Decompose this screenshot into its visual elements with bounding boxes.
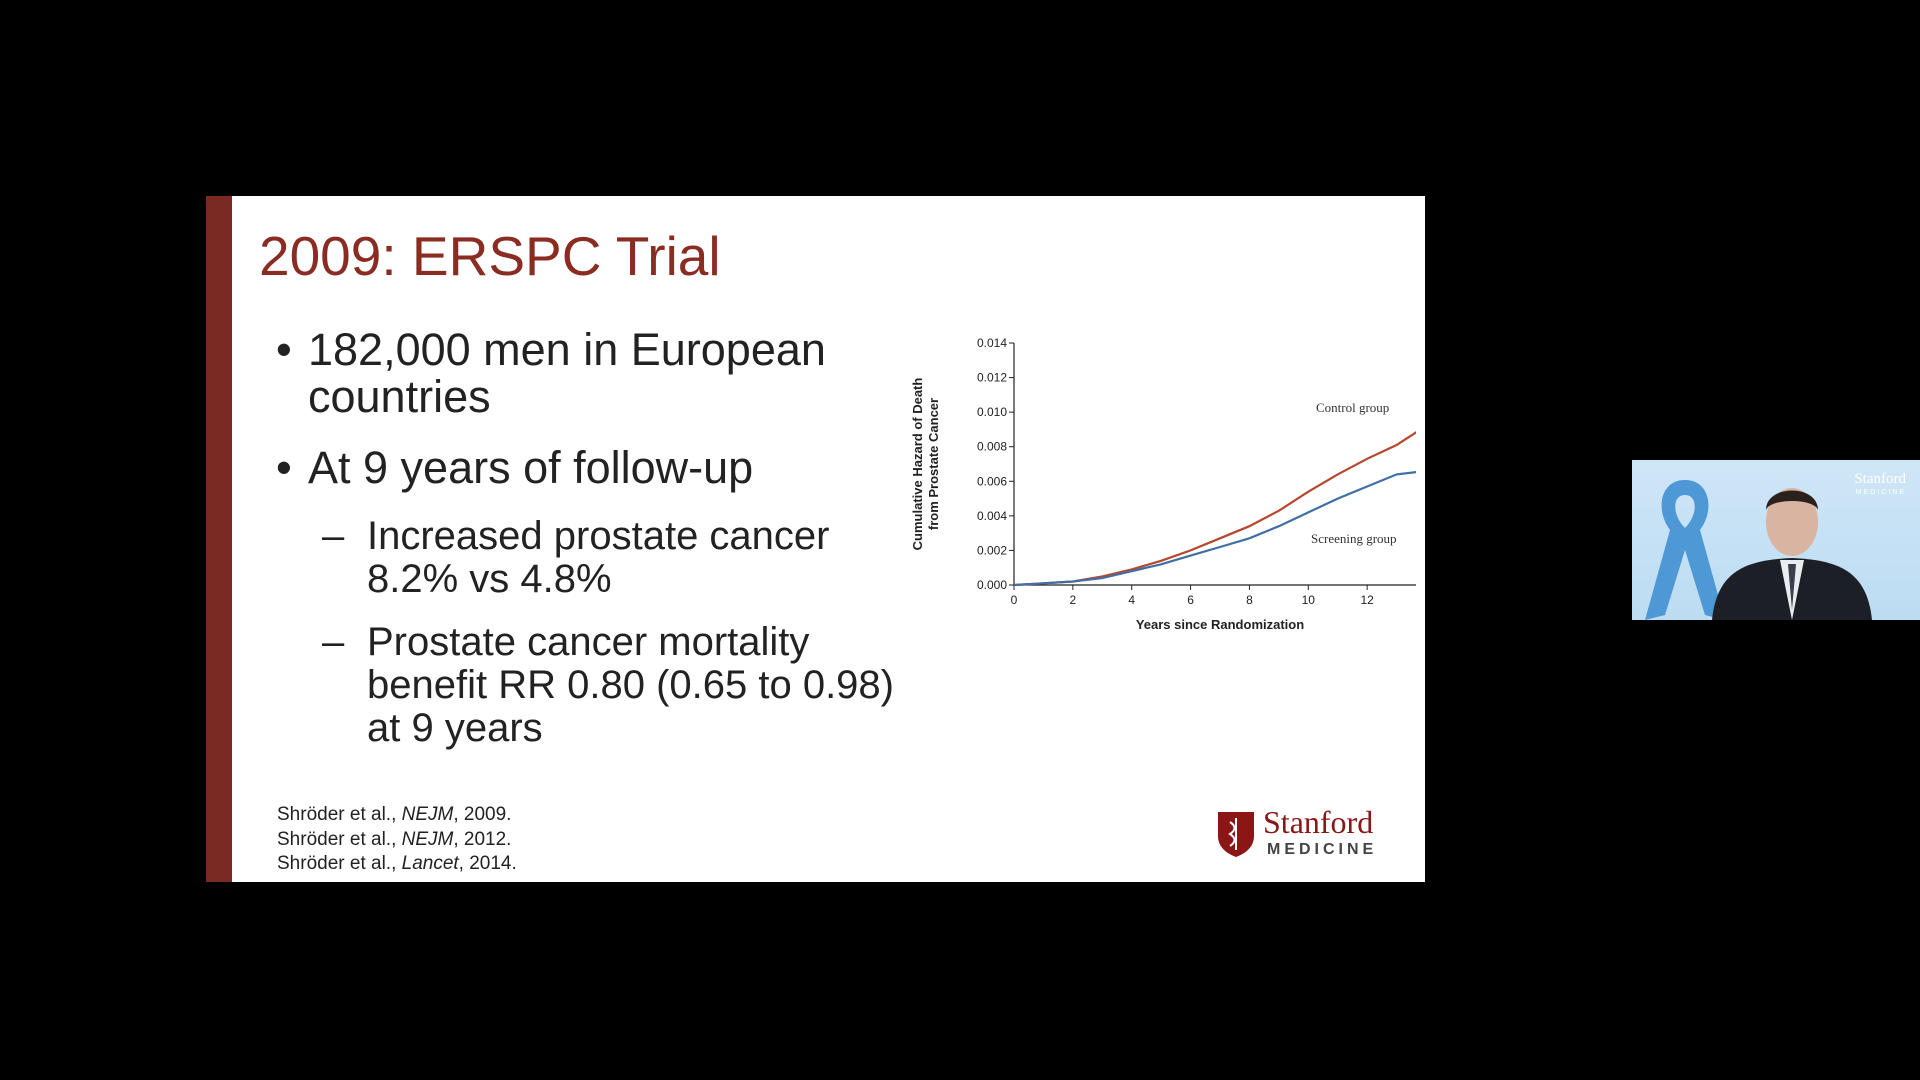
webcam-video: Stanford MEDICINE	[1632, 460, 1920, 620]
logo-wordmark: Stanford	[1263, 804, 1374, 840]
sub-bullet-item: – Prostate cancer mortality benefit RR 0…	[322, 621, 926, 750]
reference-year: , 2009.	[453, 804, 512, 825]
y-tick-label: 0.008	[977, 440, 1007, 454]
y-axis-label: Cumulative Hazard of Deathfrom Prostate …	[910, 378, 941, 551]
bullet-dot: •	[276, 324, 292, 375]
x-tick-label: 0	[1011, 593, 1018, 607]
series-line	[1013, 470, 1416, 587]
presenter-avatar	[1712, 488, 1872, 620]
webcam-logo-sub: MEDICINE	[1855, 489, 1906, 496]
y-tick-label: 0.006	[977, 474, 1007, 488]
series-label: Control group	[1316, 400, 1389, 415]
logo-subtitle: MEDICINE	[1267, 841, 1378, 858]
y-tick-label: 0.012	[977, 371, 1007, 385]
reference-journal: NEJM	[401, 828, 454, 850]
x-tick-label: 6	[1187, 593, 1194, 607]
reference-line: Shröder et al., NEJM, 2012.	[277, 828, 517, 853]
bullet-list: • 182,000 men in European countries • At…	[276, 326, 926, 770]
x-axis-label: Years since Randomization	[1136, 617, 1304, 632]
sub-bullet-text: Prostate cancer mortality benefit RR 0.8…	[367, 620, 894, 750]
reference-year: , 2014.	[458, 853, 517, 874]
y-tick-label: 0.000	[977, 578, 1007, 592]
bullet-text: 182,000 men in European countries	[308, 324, 826, 422]
hazard-line-chart: 0.000 0.002 0.004 0.006 0.008 0.010 0.012 0.014…	[910, 336, 1416, 632]
shield-icon	[1218, 812, 1254, 857]
sub-bullet-text: Increased prostate cancer 8.2% vs 4.8%	[367, 514, 830, 601]
series-line	[1013, 431, 1416, 587]
reference-line: Shröder et al., Lancet, 2014.	[277, 852, 517, 877]
stanford-medicine-logo: Stanford MEDICINE	[1216, 804, 1396, 862]
sub-bullet-item: – Increased prostate cancer 8.2% vs 4.8%	[322, 515, 926, 601]
y-tick-label: 0.004	[977, 509, 1007, 523]
x-tick-label: 12	[1360, 593, 1374, 607]
references: Shröder et al., NEJM, 2009. Shröder et a…	[277, 803, 517, 877]
slide-title: 2009: ERSPC Trial	[259, 225, 721, 287]
y-tick-label: 0.014	[977, 336, 1007, 350]
reference-year: , 2012.	[453, 828, 512, 850]
webcam-logo: Stanford MEDICINE	[1854, 472, 1906, 500]
x-tick-label: 4	[1128, 593, 1135, 607]
sub-bullet-dash: –	[322, 620, 345, 664]
reference-line: Shröder et al., NEJM, 2009.	[277, 803, 517, 828]
bullet-dot: •	[276, 442, 292, 493]
reference-journal: Lancet	[401, 853, 459, 874]
series-label: Screening group	[1311, 531, 1397, 546]
x-tick-label: 10	[1302, 593, 1316, 607]
slide-accent-bar	[206, 196, 232, 882]
bullet-item: • 182,000 men in European countries	[276, 326, 926, 420]
webcam-logo-name: Stanford	[1854, 471, 1906, 487]
sub-bullet-dash: –	[322, 514, 345, 558]
y-tick-label: 0.010	[977, 405, 1007, 419]
reference-journal: NEJM	[401, 804, 454, 825]
bullet-item: • At 9 years of follow-up	[276, 444, 926, 491]
presentation-slide: 2009: ERSPC Trial • 182,000 men in Europ…	[206, 196, 1425, 882]
bullet-text: At 9 years of follow-up	[308, 442, 754, 493]
reference-author: Shröder et al.,	[277, 828, 402, 850]
reference-author: Shröder et al.,	[277, 804, 402, 825]
x-tick-label: 2	[1070, 593, 1077, 607]
y-tick-label: 0.002	[977, 543, 1007, 557]
reference-author: Shröder et al.,	[277, 853, 402, 874]
x-tick-label: 8	[1246, 593, 1253, 607]
awareness-ribbon-icon	[1645, 480, 1725, 620]
